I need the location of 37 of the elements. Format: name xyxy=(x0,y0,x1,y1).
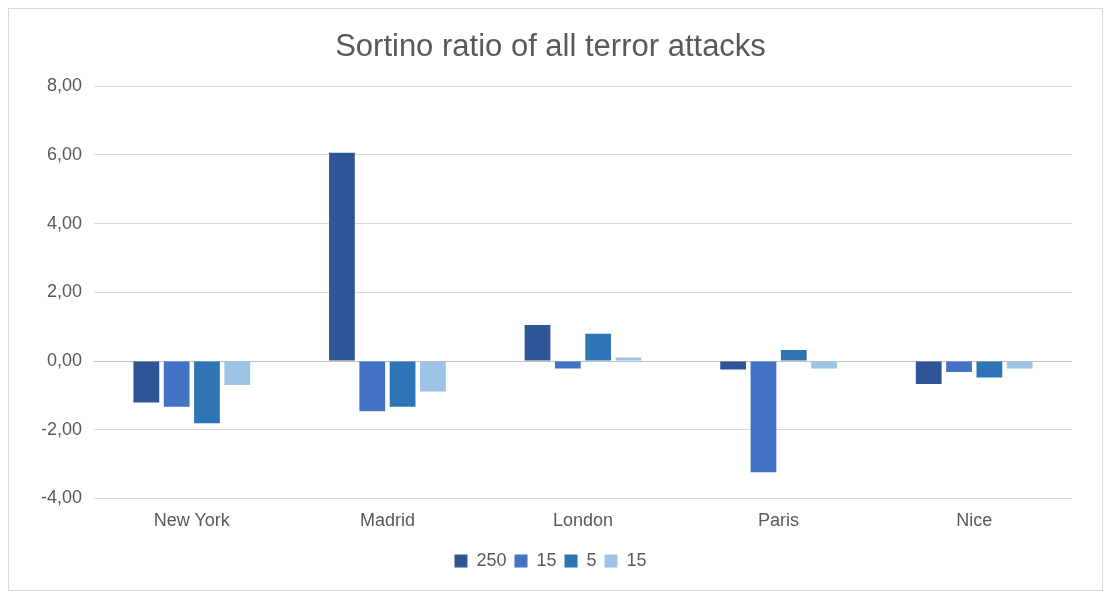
bar xyxy=(946,361,972,372)
bar xyxy=(811,361,837,369)
y-tick-label: 4,00 xyxy=(46,212,83,233)
bar xyxy=(329,152,355,361)
bar xyxy=(750,361,777,473)
y-tick-label: -2,00 xyxy=(41,418,83,439)
bar xyxy=(780,350,807,361)
y-tick-label: 2,00 xyxy=(46,281,83,302)
bar xyxy=(194,361,220,424)
bar xyxy=(915,361,942,385)
bar xyxy=(133,361,160,403)
bar xyxy=(524,324,551,361)
bar xyxy=(554,361,581,369)
bar xyxy=(224,361,251,386)
y-tick-label: 8,00 xyxy=(46,75,83,96)
x-tick-label: New York xyxy=(153,510,231,531)
x-tick-label: London xyxy=(552,510,614,531)
bar xyxy=(420,361,446,392)
y-tick-label: 6,00 xyxy=(46,143,83,164)
bar xyxy=(720,361,747,370)
bar xyxy=(976,361,1003,378)
legend-label: 250 xyxy=(476,549,507,570)
y-tick-label: 0,00 xyxy=(46,349,83,370)
x-tick-label: Nice xyxy=(956,510,993,531)
legend-label: 5 xyxy=(586,549,597,570)
bar xyxy=(585,333,612,361)
y-tick-label: -4,00 xyxy=(41,487,83,508)
bar xyxy=(359,361,386,412)
bar xyxy=(1006,361,1033,369)
x-tick-label: Paris xyxy=(758,510,800,531)
bar xyxy=(163,361,190,407)
legend-label: 15 xyxy=(536,549,557,570)
bar xyxy=(389,361,416,407)
legend-label: 15 xyxy=(626,549,647,570)
chart-title: Sortino ratio of all terror attacks xyxy=(335,28,766,64)
x-tick-label: Madrid xyxy=(359,510,415,531)
bar xyxy=(615,357,642,361)
